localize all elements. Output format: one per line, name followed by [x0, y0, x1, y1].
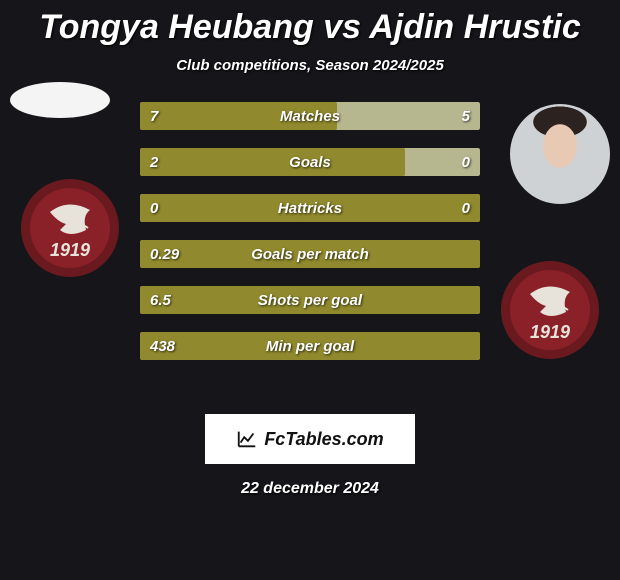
player-left-avatar [10, 82, 110, 118]
chart-icon [236, 428, 258, 450]
page-title: Tongya Heubang vs Ajdin Hrustic [0, 0, 620, 47]
stat-value-right: 0 [462, 194, 470, 222]
watermark: FcTables.com [205, 414, 415, 464]
stat-label: Matches [140, 102, 480, 130]
player-right-face [510, 104, 610, 204]
stat-value-right: 5 [462, 102, 470, 130]
stat-label: Shots per goal [140, 286, 480, 314]
stat-value-right: 0 [462, 148, 470, 176]
stat-row: 0.29Goals per match [140, 240, 480, 268]
comparison-area: 1919 1919 7Matches52Goals00Hattricks00.2… [0, 102, 620, 402]
comparison-bars: 7Matches52Goals00Hattricks00.29Goals per… [140, 102, 480, 378]
stat-row: 7Matches5 [140, 102, 480, 130]
stat-row: 438Min per goal [140, 332, 480, 360]
page-subtitle: Club competitions, Season 2024/2025 [0, 57, 620, 74]
svg-text:1919: 1919 [530, 322, 570, 342]
stat-label: Min per goal [140, 332, 480, 360]
stat-label: Goals per match [140, 240, 480, 268]
date-label: 22 december 2024 [0, 480, 620, 498]
stat-row: 2Goals0 [140, 148, 480, 176]
watermark-text: FcTables.com [264, 429, 383, 450]
club-crest-right: 1919 [500, 260, 600, 360]
stat-label: Hattricks [140, 194, 480, 222]
stat-row: 6.5Shots per goal [140, 286, 480, 314]
stat-row: 0Hattricks0 [140, 194, 480, 222]
club-crest-left: 1919 [20, 178, 120, 278]
stat-label: Goals [140, 148, 480, 176]
svg-text:1919: 1919 [50, 240, 90, 260]
player-right-avatar [510, 104, 610, 204]
